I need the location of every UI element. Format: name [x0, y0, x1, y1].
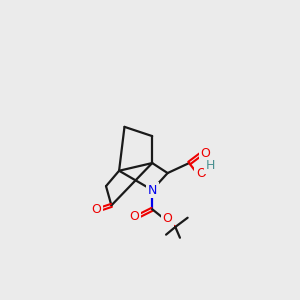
Text: O: O: [200, 147, 210, 160]
Text: N: N: [148, 184, 157, 196]
Text: O: O: [163, 212, 172, 225]
Text: O: O: [129, 211, 139, 224]
Text: O: O: [196, 167, 206, 180]
Text: O: O: [91, 203, 101, 216]
Text: H: H: [206, 159, 215, 172]
